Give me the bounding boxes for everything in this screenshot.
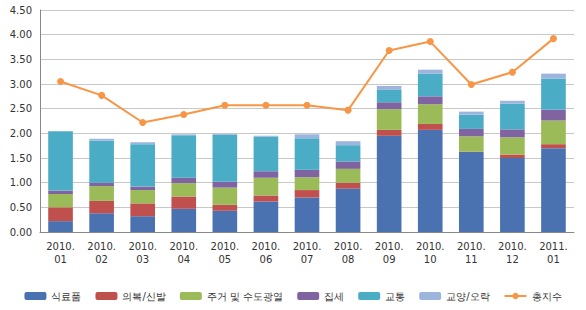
svg-text:2010.: 2010.	[46, 241, 75, 252]
svg-text:2010.: 2010.	[293, 241, 322, 252]
svg-text:식료품: 식료품	[51, 291, 81, 302]
svg-text:03: 03	[136, 254, 149, 265]
svg-text:2010.: 2010.	[128, 241, 157, 252]
svg-text:2010.: 2010.	[169, 241, 198, 252]
svg-text:교통: 교통	[385, 291, 405, 302]
svg-text:3.00: 3.00	[10, 79, 32, 90]
svg-text:4.50: 4.50	[10, 5, 32, 16]
svg-text:07: 07	[301, 254, 314, 265]
svg-text:04: 04	[177, 254, 190, 265]
svg-text:1.00: 1.00	[10, 177, 32, 188]
svg-text:0.00: 0.00	[10, 227, 32, 238]
svg-text:2010.: 2010.	[375, 241, 404, 252]
svg-text:2.00: 2.00	[10, 128, 32, 139]
svg-text:2010.: 2010.	[211, 241, 240, 252]
svg-text:2010.: 2010.	[457, 241, 486, 252]
svg-text:09: 09	[383, 254, 396, 265]
svg-text:06: 06	[260, 254, 273, 265]
svg-text:1.50: 1.50	[10, 153, 32, 164]
svg-text:01: 01	[54, 254, 67, 265]
svg-text:01: 01	[547, 254, 560, 265]
svg-text:2.50: 2.50	[10, 103, 32, 114]
svg-text:교양/오락: 교양/오락	[446, 291, 489, 302]
svg-text:4.00: 4.00	[10, 29, 32, 40]
svg-text:2010.: 2010.	[252, 241, 281, 252]
svg-text:3.50: 3.50	[10, 54, 32, 65]
svg-text:2011.: 2011.	[539, 241, 568, 252]
svg-text:총지수: 총지수	[532, 291, 562, 302]
svg-text:집세: 집세	[324, 291, 344, 302]
svg-text:0.50: 0.50	[10, 202, 32, 213]
svg-text:05: 05	[218, 254, 231, 265]
svg-text:02: 02	[95, 254, 108, 265]
svg-text:11: 11	[465, 254, 478, 265]
svg-text:08: 08	[342, 254, 355, 265]
svg-text:10: 10	[424, 254, 437, 265]
svg-text:의복/신발: 의복/신발	[122, 291, 165, 302]
svg-text:주거 및 수도광열: 주거 및 수도광열	[207, 291, 283, 302]
svg-text:2010.: 2010.	[87, 241, 116, 252]
svg-text:2010.: 2010.	[416, 241, 445, 252]
svg-text:2010.: 2010.	[334, 241, 363, 252]
svg-text:2010.: 2010.	[498, 241, 527, 252]
svg-text:12: 12	[506, 254, 519, 265]
